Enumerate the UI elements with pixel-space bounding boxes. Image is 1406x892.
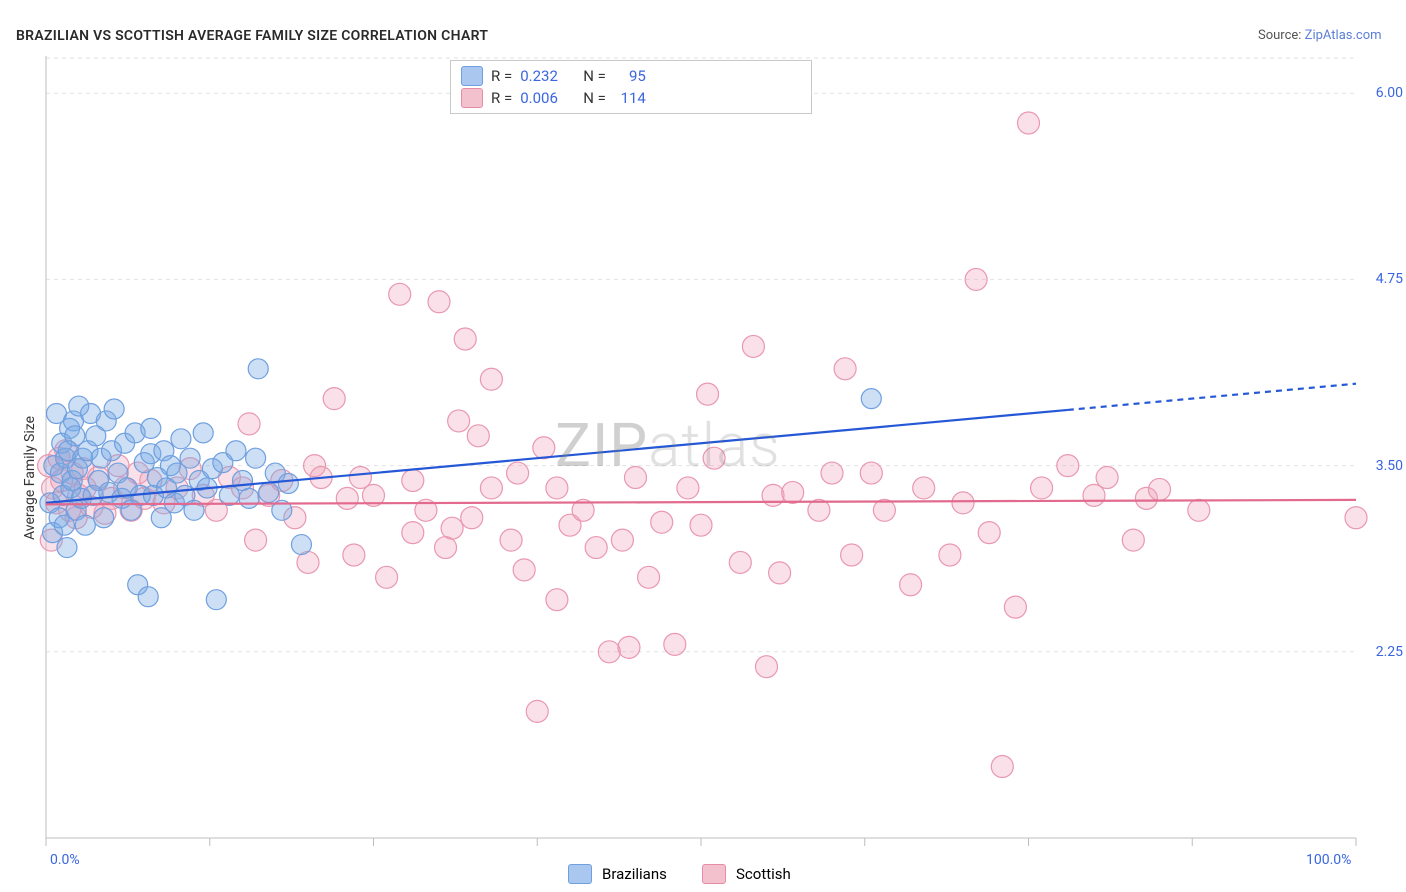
source-label: Source: ZipAtlas.com bbox=[1258, 28, 1382, 43]
legend-bottom-scottish: Scottish bbox=[702, 864, 791, 884]
swatch-scottish-icon bbox=[702, 864, 726, 884]
legend-label-brazilians: Brazilians bbox=[602, 865, 667, 883]
r-label: R = bbox=[491, 67, 512, 85]
n-label: N = bbox=[583, 89, 606, 107]
n-value-brazilians: 95 bbox=[614, 67, 646, 85]
legend-row-scottish: R = 0.006 N = 114 bbox=[461, 87, 801, 109]
r-value-scottish: 0.006 bbox=[520, 89, 575, 107]
n-value-scottish: 114 bbox=[614, 89, 646, 107]
swatch-brazilians-icon bbox=[568, 864, 592, 884]
swatch-scottish-icon bbox=[461, 88, 483, 108]
legend-label-scottish: Scottish bbox=[736, 865, 791, 883]
swatch-brazilians-icon bbox=[461, 66, 483, 86]
n-label: N = bbox=[583, 67, 606, 85]
legend-bottom-brazilians: Brazilians bbox=[568, 864, 667, 884]
y-tick-label: 2.25 bbox=[1353, 644, 1403, 660]
y-tick-label: 3.50 bbox=[1353, 458, 1403, 474]
source-label-text: Source: bbox=[1258, 28, 1301, 43]
x-tick-label: 0.0% bbox=[50, 852, 80, 868]
chart-svg bbox=[0, 0, 1406, 892]
source-value: ZipAtlas.com bbox=[1305, 28, 1382, 43]
chart-title: BRAZILIAN VS SCOTTISH AVERAGE FAMILY SIZ… bbox=[16, 28, 488, 44]
y-tick-label: 4.75 bbox=[1353, 271, 1403, 287]
legend-correlation-box: R = 0.232 N = 95 R = 0.006 N = 114 bbox=[450, 60, 812, 114]
y-tick-label: 6.00 bbox=[1353, 85, 1403, 101]
y-axis-label: Average Family Size bbox=[22, 416, 38, 540]
r-label: R = bbox=[491, 89, 512, 107]
legend-row-brazilians: R = 0.232 N = 95 bbox=[461, 65, 801, 87]
r-value-brazilians: 0.232 bbox=[520, 67, 575, 85]
x-tick-label: 100.0% bbox=[1306, 852, 1351, 868]
